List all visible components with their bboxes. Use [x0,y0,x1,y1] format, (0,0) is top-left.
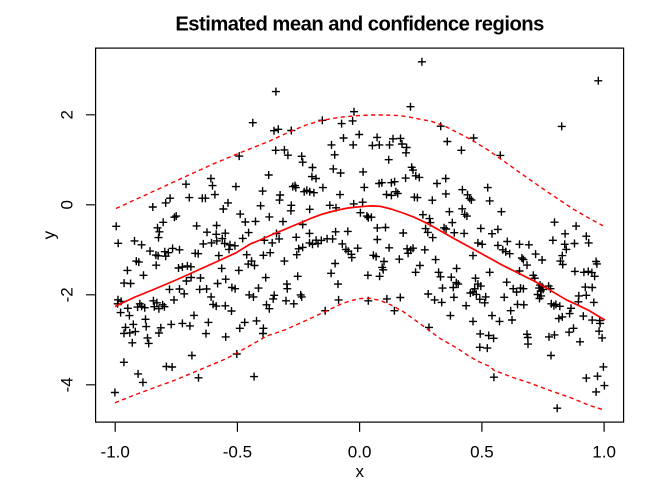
svg-text:0.0: 0.0 [348,443,372,462]
svg-text:x: x [356,462,365,480]
svg-text:-0.5: -0.5 [223,443,252,462]
svg-text:0.5: 0.5 [470,443,494,462]
svg-text:-4: -4 [58,377,77,392]
svg-text:0: 0 [58,200,77,209]
svg-text:y: y [40,230,59,239]
svg-text:-2: -2 [58,287,77,302]
svg-text:1.0: 1.0 [592,443,616,462]
svg-text:-1.0: -1.0 [101,443,130,462]
svg-text:Estimated mean and confidence: Estimated mean and confidence regions [175,13,544,35]
svg-text:2: 2 [58,110,77,119]
